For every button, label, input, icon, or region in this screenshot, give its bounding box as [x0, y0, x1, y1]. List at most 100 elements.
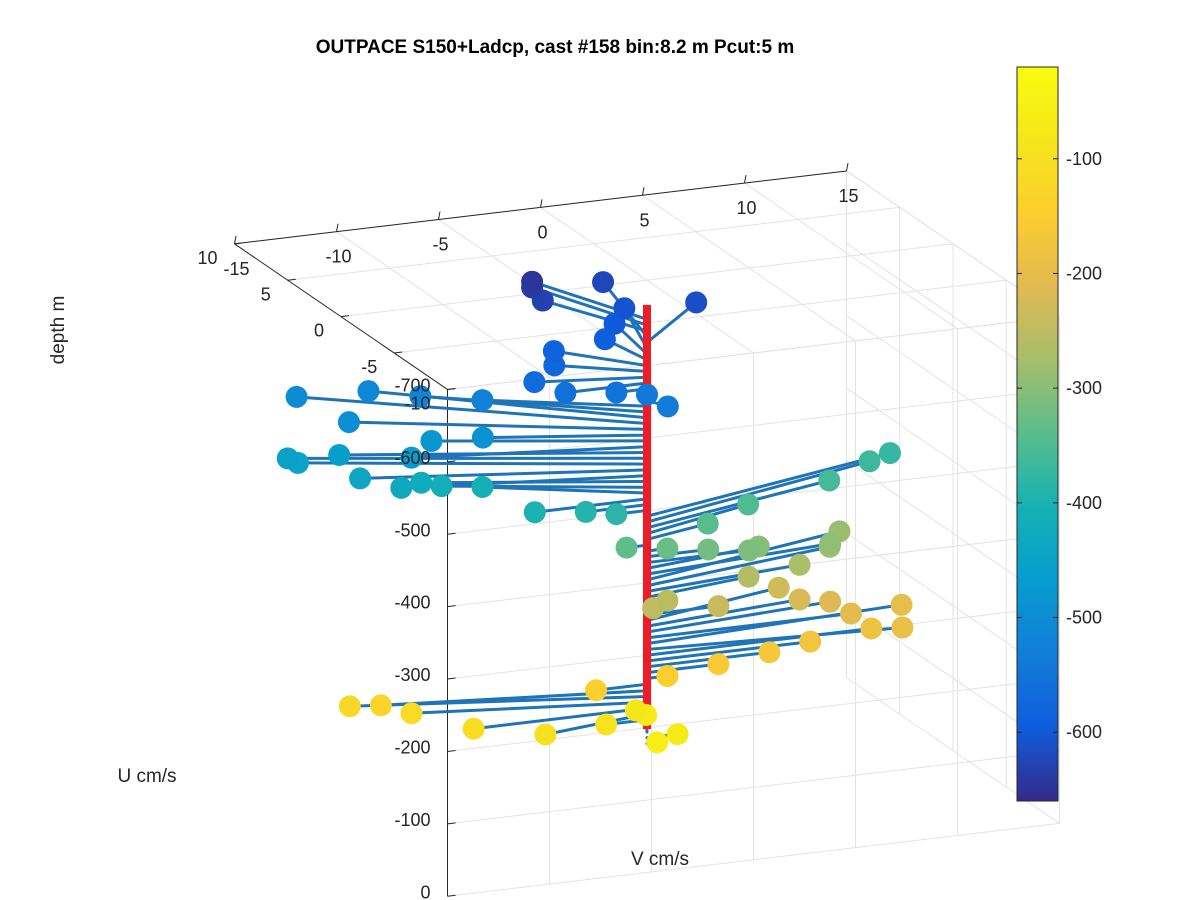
velocity-stick: [552, 349, 649, 368]
data-point: [409, 385, 432, 408]
velocity-stick: [645, 650, 771, 669]
velocity-stick: [541, 299, 649, 333]
grid-line: [447, 388, 1060, 463]
y-tick-label: 5: [261, 284, 271, 304]
velocity-stick: [552, 363, 649, 373]
x-tick-label: 10: [736, 198, 756, 218]
data-point: [738, 539, 760, 562]
x-tick-mark: [336, 223, 339, 232]
data-point: [818, 469, 841, 492]
data-point: [585, 679, 607, 702]
colorbar-tick-label: -200: [1066, 263, 1102, 283]
data-point: [656, 664, 679, 687]
grid-line: [340, 243, 954, 318]
data-point: [707, 595, 730, 618]
data-point: [337, 411, 360, 434]
velocity-stick: [645, 612, 853, 640]
data-point: [471, 389, 494, 412]
data-point: [697, 538, 720, 561]
data-point: [554, 381, 577, 404]
z-tick-mark: [447, 532, 456, 535]
data-point: [471, 426, 494, 449]
velocity-stick: [645, 502, 750, 536]
velocity-stick: [347, 420, 649, 431]
data-point: [369, 694, 392, 717]
data-point: [605, 503, 628, 526]
y-axis-line: [234, 243, 448, 390]
y-tick-label: -10: [404, 393, 430, 413]
data-point: [400, 702, 423, 725]
tick-labels: -15 -10 -5 0 5 10 15 -10 -5 0 5 10 0 -100 -200 -300 -400…: [197, 162, 859, 900]
velocity-stick: [295, 395, 649, 426]
data-point: [390, 476, 413, 499]
data-point: [879, 442, 901, 465]
velocity-stick: [358, 468, 649, 480]
velocity-sticks: [286, 280, 904, 746]
velocity-stick: [645, 545, 832, 588]
data-point: [666, 723, 689, 746]
z-tick-label: -700: [394, 375, 430, 395]
colorbar-gradient: [1016, 66, 1059, 802]
colorbar-tick-label: -400: [1066, 493, 1102, 513]
velocity-stick: [645, 459, 872, 524]
data-point: [788, 553, 811, 576]
x-tick-mark: [642, 187, 645, 196]
data-point: [840, 602, 862, 625]
velocity-stick: [645, 563, 802, 594]
z-tick-mark: [447, 460, 456, 463]
y-tick-label: 10: [197, 248, 217, 268]
z-tick-label: 0: [420, 882, 430, 900]
data-point: [758, 641, 781, 664]
velocity-stick: [480, 485, 649, 495]
x-tick-mark: [540, 199, 543, 208]
x-tick-mark: [234, 235, 237, 244]
data-point: [592, 271, 615, 294]
data-point: [891, 616, 914, 639]
data-point: [624, 699, 647, 722]
z-tick-mark: [447, 605, 456, 608]
data-point: [860, 617, 883, 640]
data-point: [819, 532, 842, 555]
velocity-stick: [645, 542, 832, 576]
velocity-stick: [410, 700, 649, 715]
data-point: [646, 731, 669, 754]
data-point: [349, 467, 372, 490]
data-point: [285, 385, 308, 408]
grid-line: [447, 750, 1060, 825]
data-point: [707, 653, 730, 676]
data-point: [420, 429, 443, 452]
data-point: [523, 371, 546, 394]
colorbar-tick-label: -300: [1066, 378, 1102, 398]
x-tick-mark: [438, 211, 441, 220]
z-tick-label: -100: [394, 810, 430, 830]
x-tick-label: 5: [639, 210, 649, 230]
data-point: [605, 381, 628, 404]
data-point: [462, 717, 485, 740]
x-tick-label: -15: [223, 259, 249, 279]
y-tick-label: 0: [314, 321, 324, 341]
data-point: [656, 589, 679, 612]
x-tick-mark: [846, 162, 849, 172]
data-point: [534, 723, 557, 746]
data-point: [737, 493, 760, 516]
z-tick-label: -300: [394, 665, 430, 685]
data-point: [685, 291, 708, 314]
z-tick-mark: [447, 749, 456, 752]
y-tick-mark: [394, 351, 403, 354]
x-tick-label: -5: [432, 235, 448, 255]
velocity-stick: [532, 375, 649, 384]
velocity-stick: [645, 626, 904, 651]
z-tick-mark: [447, 387, 456, 390]
y-tick-mark: [340, 315, 350, 318]
z-axis-label: depth m: [48, 296, 69, 365]
data-point: [521, 270, 544, 293]
velocity-stick: [645, 548, 751, 565]
z-tick-label: -400: [394, 593, 430, 613]
colorbar-tick-label: -600: [1066, 722, 1102, 742]
x-tick-label: 15: [838, 186, 858, 206]
data-point: [636, 383, 658, 406]
colorbar-tick-label: -500: [1066, 608, 1102, 628]
data-point: [328, 443, 351, 466]
x-tick-label: -10: [325, 247, 351, 267]
data-point: [471, 476, 494, 499]
